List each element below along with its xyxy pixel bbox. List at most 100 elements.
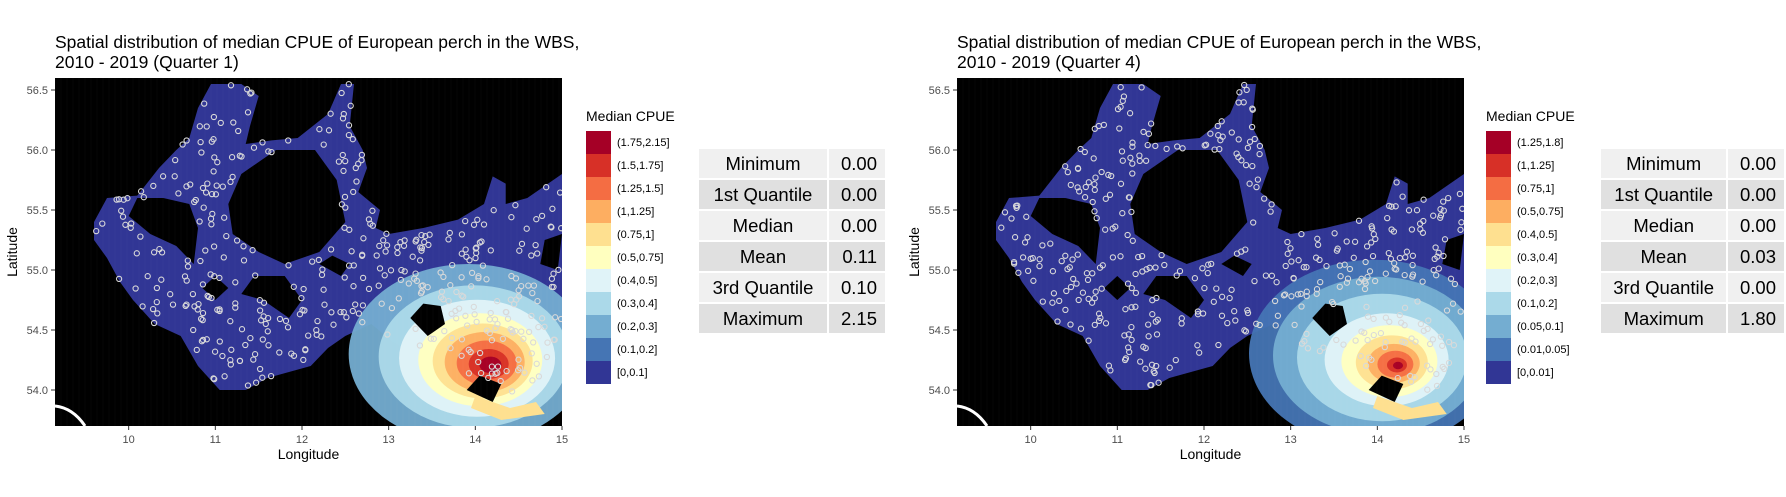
legend-label: (1,1.25] [617, 206, 654, 218]
station-point [1152, 318, 1159, 325]
legend-label: (0.5,0.75] [617, 252, 663, 264]
station-point [1105, 362, 1113, 369]
station-point [1075, 296, 1082, 304]
legend-swatch [1486, 246, 1511, 269]
station-point [488, 370, 496, 377]
station-point [221, 373, 228, 380]
legend-swatch [586, 200, 611, 223]
station-point [521, 369, 528, 376]
station-point [1437, 214, 1444, 221]
y-tick-label: 55.0 [929, 265, 950, 277]
station-point [1303, 330, 1310, 338]
station-point [1381, 343, 1388, 351]
station-point [1433, 272, 1440, 279]
station-point [1274, 312, 1282, 319]
station-point [1208, 260, 1215, 268]
station-point [1119, 157, 1126, 164]
station-point [446, 229, 453, 237]
station-point [216, 338, 223, 345]
x-tick-label: 13 [383, 434, 395, 446]
station-point [1062, 252, 1069, 259]
station-point [1077, 325, 1085, 332]
legend-label: (0.3,0.4] [617, 298, 657, 310]
station-point [1244, 307, 1251, 314]
station-point [296, 311, 304, 318]
station-point [453, 288, 460, 296]
station-point [360, 235, 367, 242]
x-tick-label: 15 [556, 434, 568, 446]
station-point [1312, 254, 1320, 261]
station-point [1401, 304, 1409, 311]
station-point [1124, 280, 1132, 287]
station-point [488, 337, 496, 344]
station-point [318, 271, 326, 279]
stat-value: 2.15 [829, 304, 885, 333]
station-point [464, 322, 471, 329]
station-point [1300, 264, 1307, 271]
station-point [1153, 331, 1161, 338]
station-point [1079, 289, 1087, 296]
station-point [1149, 311, 1156, 318]
stat-label: 3rd Quantile [1601, 273, 1727, 302]
station-point [1064, 265, 1071, 273]
station-point [1232, 317, 1239, 324]
station-point [516, 364, 524, 372]
station-point [268, 148, 275, 156]
station-point [548, 275, 556, 282]
station-point [1129, 160, 1136, 167]
station-point [1456, 190, 1464, 198]
station-point [1067, 321, 1074, 328]
station-point [1346, 265, 1354, 273]
station-point [466, 257, 473, 264]
station-point [1407, 378, 1415, 385]
station-point [1451, 280, 1459, 288]
station-point [458, 292, 465, 299]
legend-label: (0.05,0.1] [1517, 321, 1563, 333]
station-point [1095, 310, 1103, 317]
station-point [350, 188, 357, 196]
station-point [365, 285, 373, 293]
station-point [417, 290, 425, 297]
station-point [1011, 234, 1019, 241]
station-point [327, 110, 334, 117]
table-row: 1st Quantile 0.00 [1601, 180, 1784, 209]
station-point [1047, 240, 1054, 247]
station-point [124, 195, 131, 202]
station-point [1112, 223, 1119, 230]
station-point [497, 377, 504, 385]
station-point [376, 265, 384, 272]
station-point [251, 351, 259, 358]
station-point [1201, 284, 1208, 292]
station-point [1137, 358, 1144, 365]
station-point [448, 310, 455, 317]
legend-swatch [1486, 223, 1511, 246]
legend-label: (0.3,0.4] [1517, 252, 1557, 264]
station-point [412, 270, 419, 277]
station-point [1440, 252, 1447, 260]
station-point [1370, 331, 1377, 339]
land-island [1104, 276, 1131, 300]
station-point [335, 158, 343, 165]
station-point [485, 374, 492, 382]
station-point [1098, 285, 1105, 292]
station-point [1401, 271, 1408, 279]
station-point [388, 304, 396, 312]
station-point [1402, 254, 1409, 261]
stat-value: 0.00 [829, 211, 885, 240]
table-row: 3rd Quantile 0.00 [1601, 273, 1784, 302]
station-point [341, 274, 348, 281]
station-point [1121, 332, 1128, 339]
station-point [359, 319, 366, 326]
station-point [1358, 275, 1365, 282]
y-tick-label: 54.5 [27, 325, 48, 337]
station-point [267, 372, 275, 380]
station-point [1054, 318, 1061, 325]
station-point [422, 233, 429, 240]
station-point [1382, 270, 1389, 277]
station-point [416, 257, 424, 264]
station-point [1242, 328, 1250, 335]
legend-label: (0.1,0.2] [1517, 298, 1557, 310]
station-point [153, 298, 160, 306]
station-point [1303, 264, 1310, 271]
station-point [1143, 266, 1150, 273]
